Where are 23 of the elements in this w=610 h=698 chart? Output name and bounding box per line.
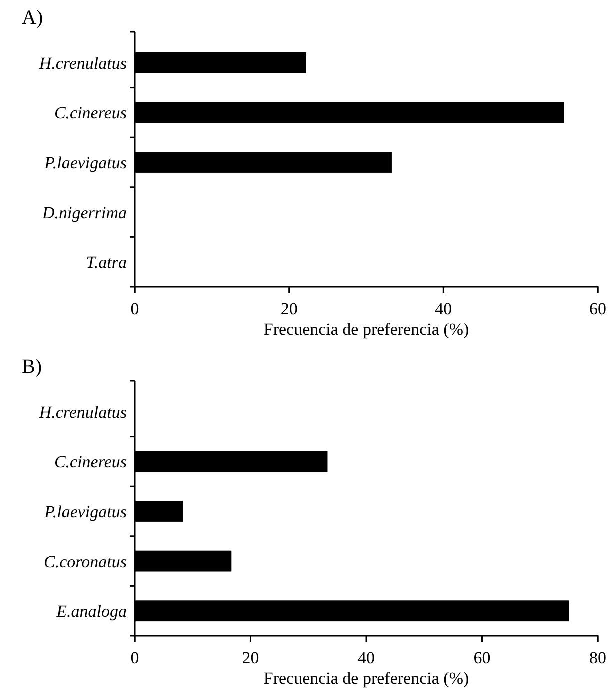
x-tick-label: 40	[435, 300, 452, 319]
chart-title: A)	[22, 7, 44, 29]
x-tick-label: 60	[474, 648, 491, 668]
x-axis-title: Frecuencia de preferencia (%)	[264, 669, 470, 688]
x-tick-label: 20	[242, 648, 260, 668]
x-tick-label: 60	[590, 300, 606, 319]
y-tick-label: C.cinereus	[54, 452, 128, 472]
x-axis-title: Frecuencia de preferencia (%)	[264, 320, 470, 339]
y-tick-label: P.laevigatus	[44, 153, 128, 172]
x-tick-label: 40	[358, 648, 375, 668]
y-tick-label: T.atra	[86, 253, 127, 272]
x-tick-label: 80	[590, 648, 606, 668]
y-tick-label: H.crenulatus	[38, 402, 128, 422]
y-tick-label: P.laevigatus	[44, 502, 128, 522]
y-tick-label: H.crenulatus	[38, 54, 128, 73]
chart-title: B)	[22, 356, 42, 378]
x-tick-label: 0	[130, 648, 140, 668]
y-tick-label: E.analoga	[56, 602, 127, 622]
x-tick-label: 0	[130, 300, 140, 319]
y-tick-label: C.cinereus	[54, 104, 128, 123]
y-tick-label: D.nigerrima	[41, 203, 127, 222]
x-tick-label: 20	[280, 300, 298, 319]
y-tick-label: C.coronatus	[44, 552, 128, 572]
